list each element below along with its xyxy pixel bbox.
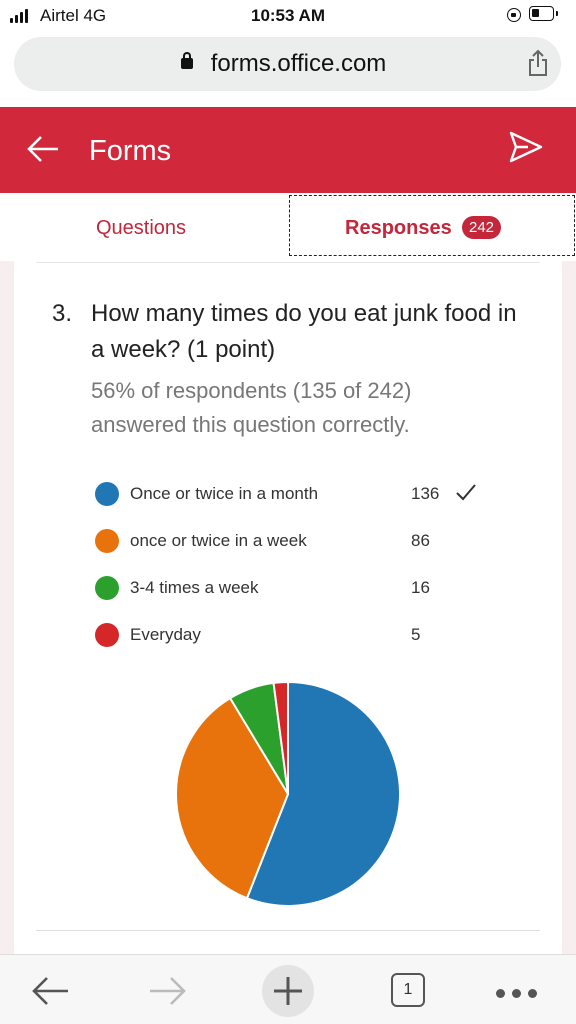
tab-responses[interactable]: Responses 242 [289,195,575,256]
tab-questions[interactable]: Questions [96,217,187,239]
send-icon[interactable] [508,129,544,165]
status-time: 10:53 AM [250,6,325,25]
legend-item: 3-4 times a week 16 [95,573,515,603]
legend-dot [95,576,119,600]
legend-count: 86 [411,531,430,550]
legend-dot [95,623,119,647]
more-menu-icon[interactable] [496,989,537,998]
pie-chart [175,680,401,907]
back-arrow-icon[interactable] [26,135,60,163]
card-divider [36,930,540,931]
legend-dot [95,529,119,553]
tab-bar: Questions Responses 242 [0,193,576,261]
legend-label: Everyday [130,625,201,644]
signal-strength-icon [10,9,28,23]
question-text: How many times do you eat junk food in a… [91,300,517,363]
legend-item: Once or twice in a month 136 [95,479,515,509]
battery-icon [529,6,558,21]
legend-dot [95,482,119,506]
responses-count-badge: 242 [462,216,502,239]
url-text: forms.office.com [210,50,387,77]
padlock-icon [181,52,193,69]
legend-count: 136 [411,484,440,503]
forms-header: Forms [0,107,576,193]
forward-arrow-icon[interactable] [148,975,188,1007]
question-stats: 56% of respondents (135 of 242) answered… [91,378,412,437]
legend-item: Everyday 5 [95,620,515,650]
legend-count: 5 [411,625,421,644]
legend-label: once or twice in a week [130,531,307,550]
plus-icon [274,977,302,1005]
correct-check-icon [456,484,476,501]
rotation-lock-icon [507,8,521,22]
address-bar[interactable]: forms.office.com [14,37,561,91]
legend-label: Once or twice in a month [130,484,319,503]
legend-count: 16 [411,578,430,597]
pie-slice-once-or-twice-in-a-month [245,680,401,907]
share-icon[interactable] [527,49,549,77]
tab-switcher-button[interactable]: 1 [391,973,425,1007]
status-bar: Airtel 4G 10:53 AM [0,0,576,32]
legend-item: once or twice in a week 86 [95,526,515,556]
card-top-divider [36,262,540,263]
carrier-label: Airtel 4G [40,6,107,25]
header-title: Forms [89,135,172,167]
pie-slice-everyday [272,680,289,795]
back-arrow-icon[interactable] [30,975,70,1007]
tab-responses-label: Responses [345,217,452,239]
question-number: 3. [52,300,73,327]
browser-bottom-bar: 1 [0,954,576,1024]
new-tab-button[interactable] [262,965,314,1017]
legend-label: 3-4 times a week [130,578,259,597]
